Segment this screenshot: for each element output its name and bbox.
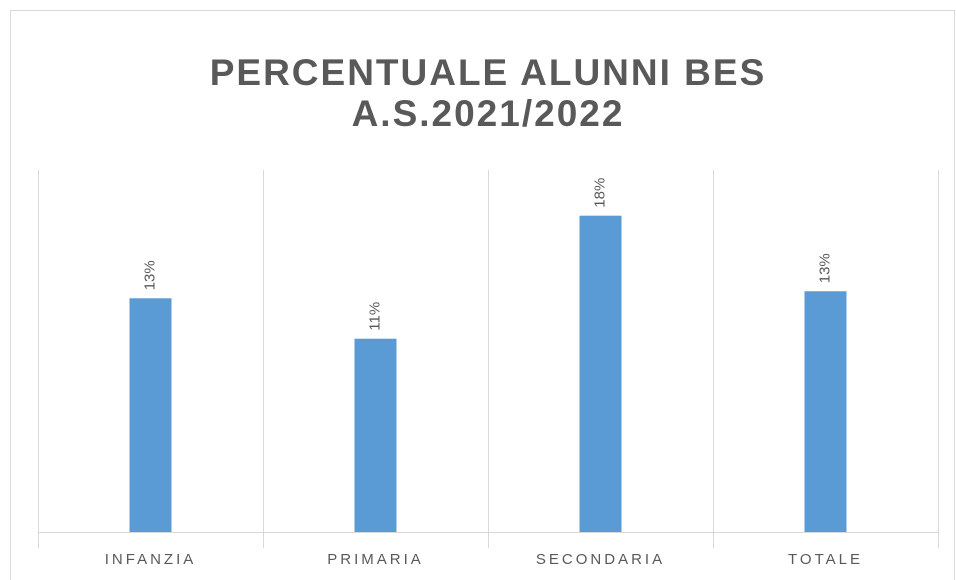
bar bbox=[354, 338, 397, 532]
data-label: 18% bbox=[591, 178, 608, 208]
bar bbox=[129, 298, 172, 532]
data-label: 13% bbox=[141, 260, 158, 290]
x-tick-label: SECONDARIA bbox=[536, 551, 665, 568]
chart-title: PERCENTUALE ALUNNI BES bbox=[210, 52, 767, 93]
x-tick-label: PRIMARIA bbox=[327, 551, 424, 568]
bar bbox=[804, 291, 847, 532]
data-label: 11% bbox=[366, 302, 383, 331]
data-label: 13% bbox=[816, 253, 833, 283]
bar bbox=[579, 215, 622, 532]
x-tick-label: TOTALE bbox=[788, 551, 863, 568]
x-tick-label: INFANZIA bbox=[105, 551, 197, 568]
chart-title: A.S.2021/2022 bbox=[352, 93, 625, 134]
